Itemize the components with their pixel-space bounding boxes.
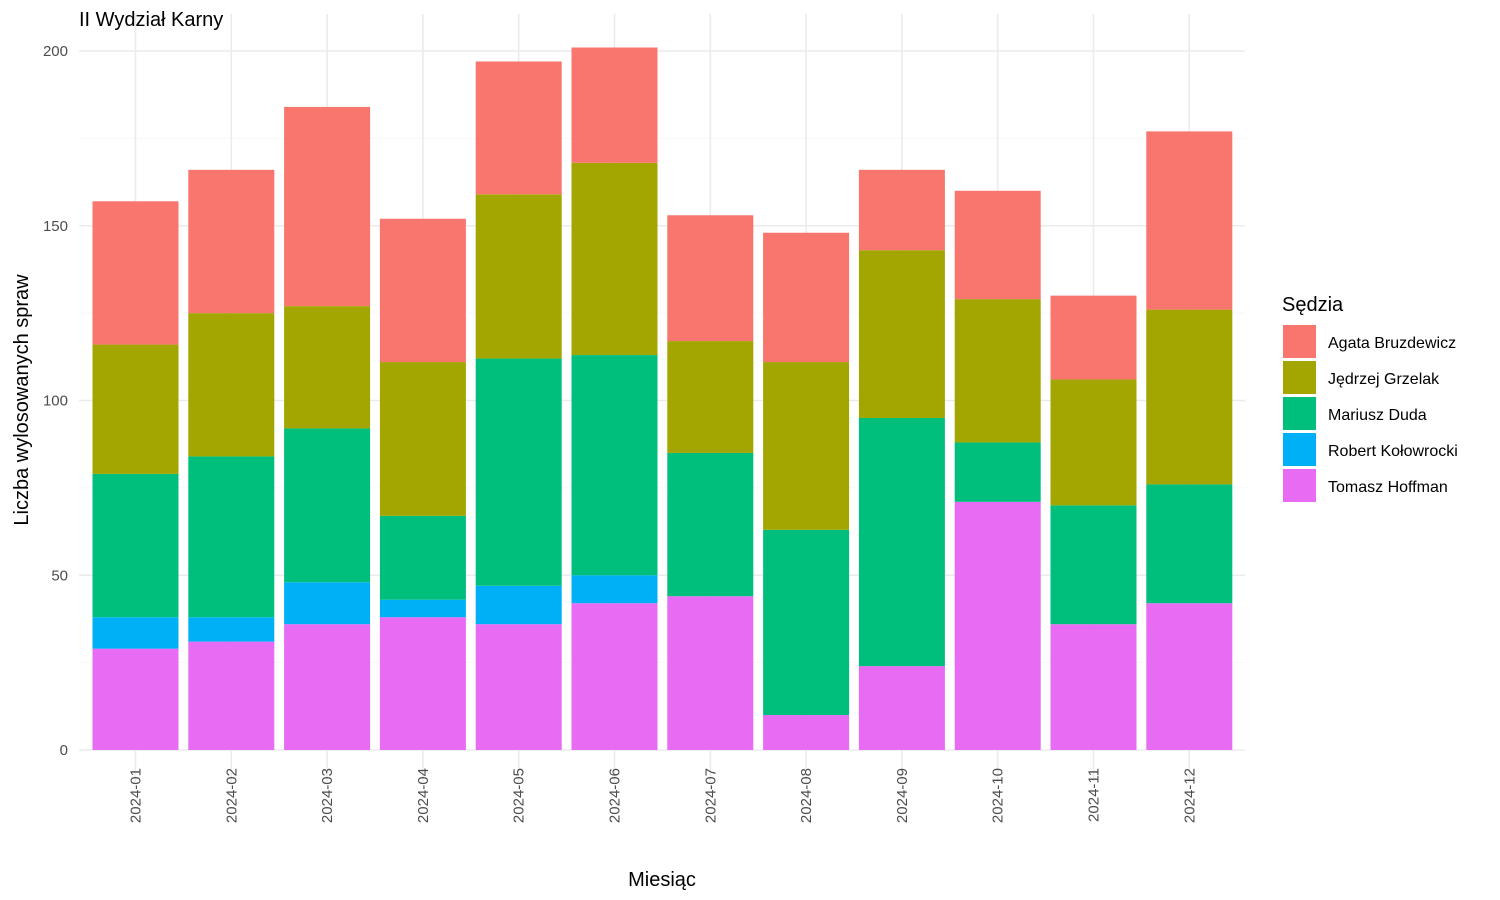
bar-segment: [1050, 505, 1137, 625]
bar-segment: [188, 169, 275, 314]
y-axis-ticks: 0 50 100 150 200: [43, 43, 68, 759]
y-tick-label: 150: [43, 218, 68, 235]
bar-segment: [284, 106, 371, 307]
bar-segment: [858, 250, 945, 418]
bar-segment: [379, 515, 466, 600]
x-tick-label: 2024-12: [1181, 768, 1198, 823]
bar-segment: [475, 358, 562, 586]
y-tick-label: 200: [43, 43, 68, 60]
legend-items: Agata Bruzdewicz Jędrzej Grzelak Mariusz D…: [1283, 325, 1458, 502]
bar-segment: [763, 232, 850, 363]
bar-segment: [763, 529, 850, 716]
legend-label: Jędrzej Grzelak: [1328, 371, 1440, 388]
bar-segment: [858, 666, 945, 750]
bar-segment: [763, 715, 850, 750]
x-tick-label: 2024-10: [990, 768, 1007, 823]
x-tick-label: 2024-06: [607, 768, 624, 823]
legend-swatch: [1283, 325, 1316, 358]
legend-label: Mariusz Duda: [1328, 407, 1427, 424]
bar-segment: [475, 194, 562, 359]
bar-segment: [571, 162, 658, 356]
legend-swatch: [1283, 397, 1316, 430]
y-tick-label: 100: [43, 393, 68, 410]
x-tick-label: 2024-01: [128, 768, 145, 823]
bar-segment: [667, 452, 754, 597]
bar-segment: [284, 428, 371, 583]
bar-segment: [858, 169, 945, 251]
bar-segment: [763, 362, 850, 530]
bar-segment: [284, 582, 371, 625]
y-axis-title: Liczba wylosowanych spraw: [11, 274, 33, 526]
x-axis-ticks: 2024-01 2024-02 2024-03 2024-04 2024-05 2024-…: [128, 768, 1199, 823]
x-axis-title: Miesiąc: [628, 869, 696, 891]
bar-segment: [188, 617, 275, 642]
bar-segment: [1146, 484, 1233, 604]
bar-segment: [954, 501, 1041, 750]
bar-segment: [379, 362, 466, 516]
bar-segment: [1050, 379, 1137, 506]
bar-segment: [284, 624, 371, 750]
bar-segment: [571, 47, 658, 163]
bar-segment: [667, 596, 754, 750]
bar-segment: [1146, 309, 1233, 485]
legend: Sędzia Agata Bruzdewicz Jędrzej Grzelak Ma…: [1282, 294, 1458, 502]
x-tick-label: 2024-11: [1086, 768, 1103, 822]
bar-segment: [188, 456, 275, 618]
bar-segment: [284, 306, 371, 429]
bar-segment: [475, 624, 562, 750]
bar-segment: [92, 473, 179, 618]
legend-swatch: [1283, 433, 1316, 466]
bar-segment: [954, 190, 1041, 300]
bar-segment: [475, 585, 562, 625]
x-tick-label: 2024-07: [702, 768, 719, 823]
bar-segment: [1050, 295, 1137, 380]
x-tick-label: 2024-05: [511, 768, 528, 823]
legend-swatch: [1283, 361, 1316, 394]
bar-segment: [858, 417, 945, 667]
bar-segment: [1146, 131, 1233, 310]
legend-swatch: [1283, 469, 1316, 502]
bar-segment: [954, 442, 1041, 502]
bar-segment: [1050, 624, 1137, 750]
legend-label: Tomasz Hoffman: [1328, 479, 1448, 496]
legend-label: Robert Kołowrocki: [1328, 443, 1458, 460]
chart-title: II Wydział Karny: [79, 9, 223, 31]
bar-segment: [571, 603, 658, 750]
bar-segment: [92, 617, 179, 649]
legend-label: Agata Bruzdewicz: [1328, 335, 1456, 352]
y-tick-label: 50: [51, 567, 68, 584]
bar-segment: [379, 617, 466, 750]
bar-segment: [667, 341, 754, 453]
bar-segment: [379, 599, 466, 618]
bar-segment: [188, 641, 275, 750]
bar-segment: [188, 313, 275, 457]
bar-segment: [92, 201, 179, 345]
bar-segment: [92, 648, 179, 750]
x-tick-label: 2024-02: [223, 768, 240, 823]
bar-segment: [1146, 603, 1233, 750]
x-tick-label: 2024-09: [894, 768, 911, 823]
bar-segment: [571, 575, 658, 604]
x-tick-label: 2024-04: [415, 768, 432, 823]
bars: [92, 47, 1233, 750]
bar-segment: [92, 344, 179, 474]
bar-segment: [954, 299, 1041, 443]
x-tick-label: 2024-03: [319, 768, 336, 823]
bar-segment: [475, 61, 562, 195]
x-tick-label: 2024-08: [798, 768, 815, 823]
bar-segment: [571, 355, 658, 576]
bar-segment: [667, 215, 754, 342]
y-tick-label: 0: [60, 742, 68, 759]
bar-segment: [379, 218, 466, 363]
legend-title: Sędzia: [1282, 294, 1344, 316]
